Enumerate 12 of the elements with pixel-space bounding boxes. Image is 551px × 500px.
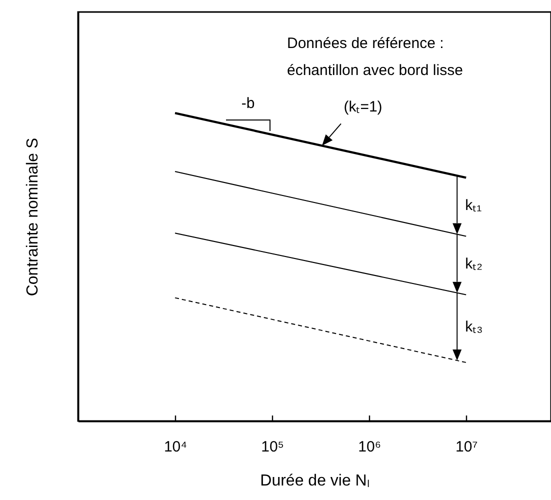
annotation: kₜ₁ (465, 196, 482, 214)
text: -b (241, 95, 255, 112)
x-axis-title: Durée de vie Nₗ (260, 472, 370, 490)
annotation: kₜ₂ (465, 256, 483, 273)
annotation: (kₜ=1) (344, 98, 382, 116)
x-tick-label: 10⁵ (261, 438, 284, 456)
x-tick-label: 10⁷ (456, 438, 478, 456)
x-tick-label: 10⁶ (358, 438, 382, 456)
y-axis-title: Contrainte nominale S (24, 138, 42, 296)
text: Données de référence : échantillon avec bord lisse (287, 35, 463, 79)
annotation: kₜ₃ (465, 318, 483, 336)
x-tick-label: 10⁴ (164, 438, 188, 456)
